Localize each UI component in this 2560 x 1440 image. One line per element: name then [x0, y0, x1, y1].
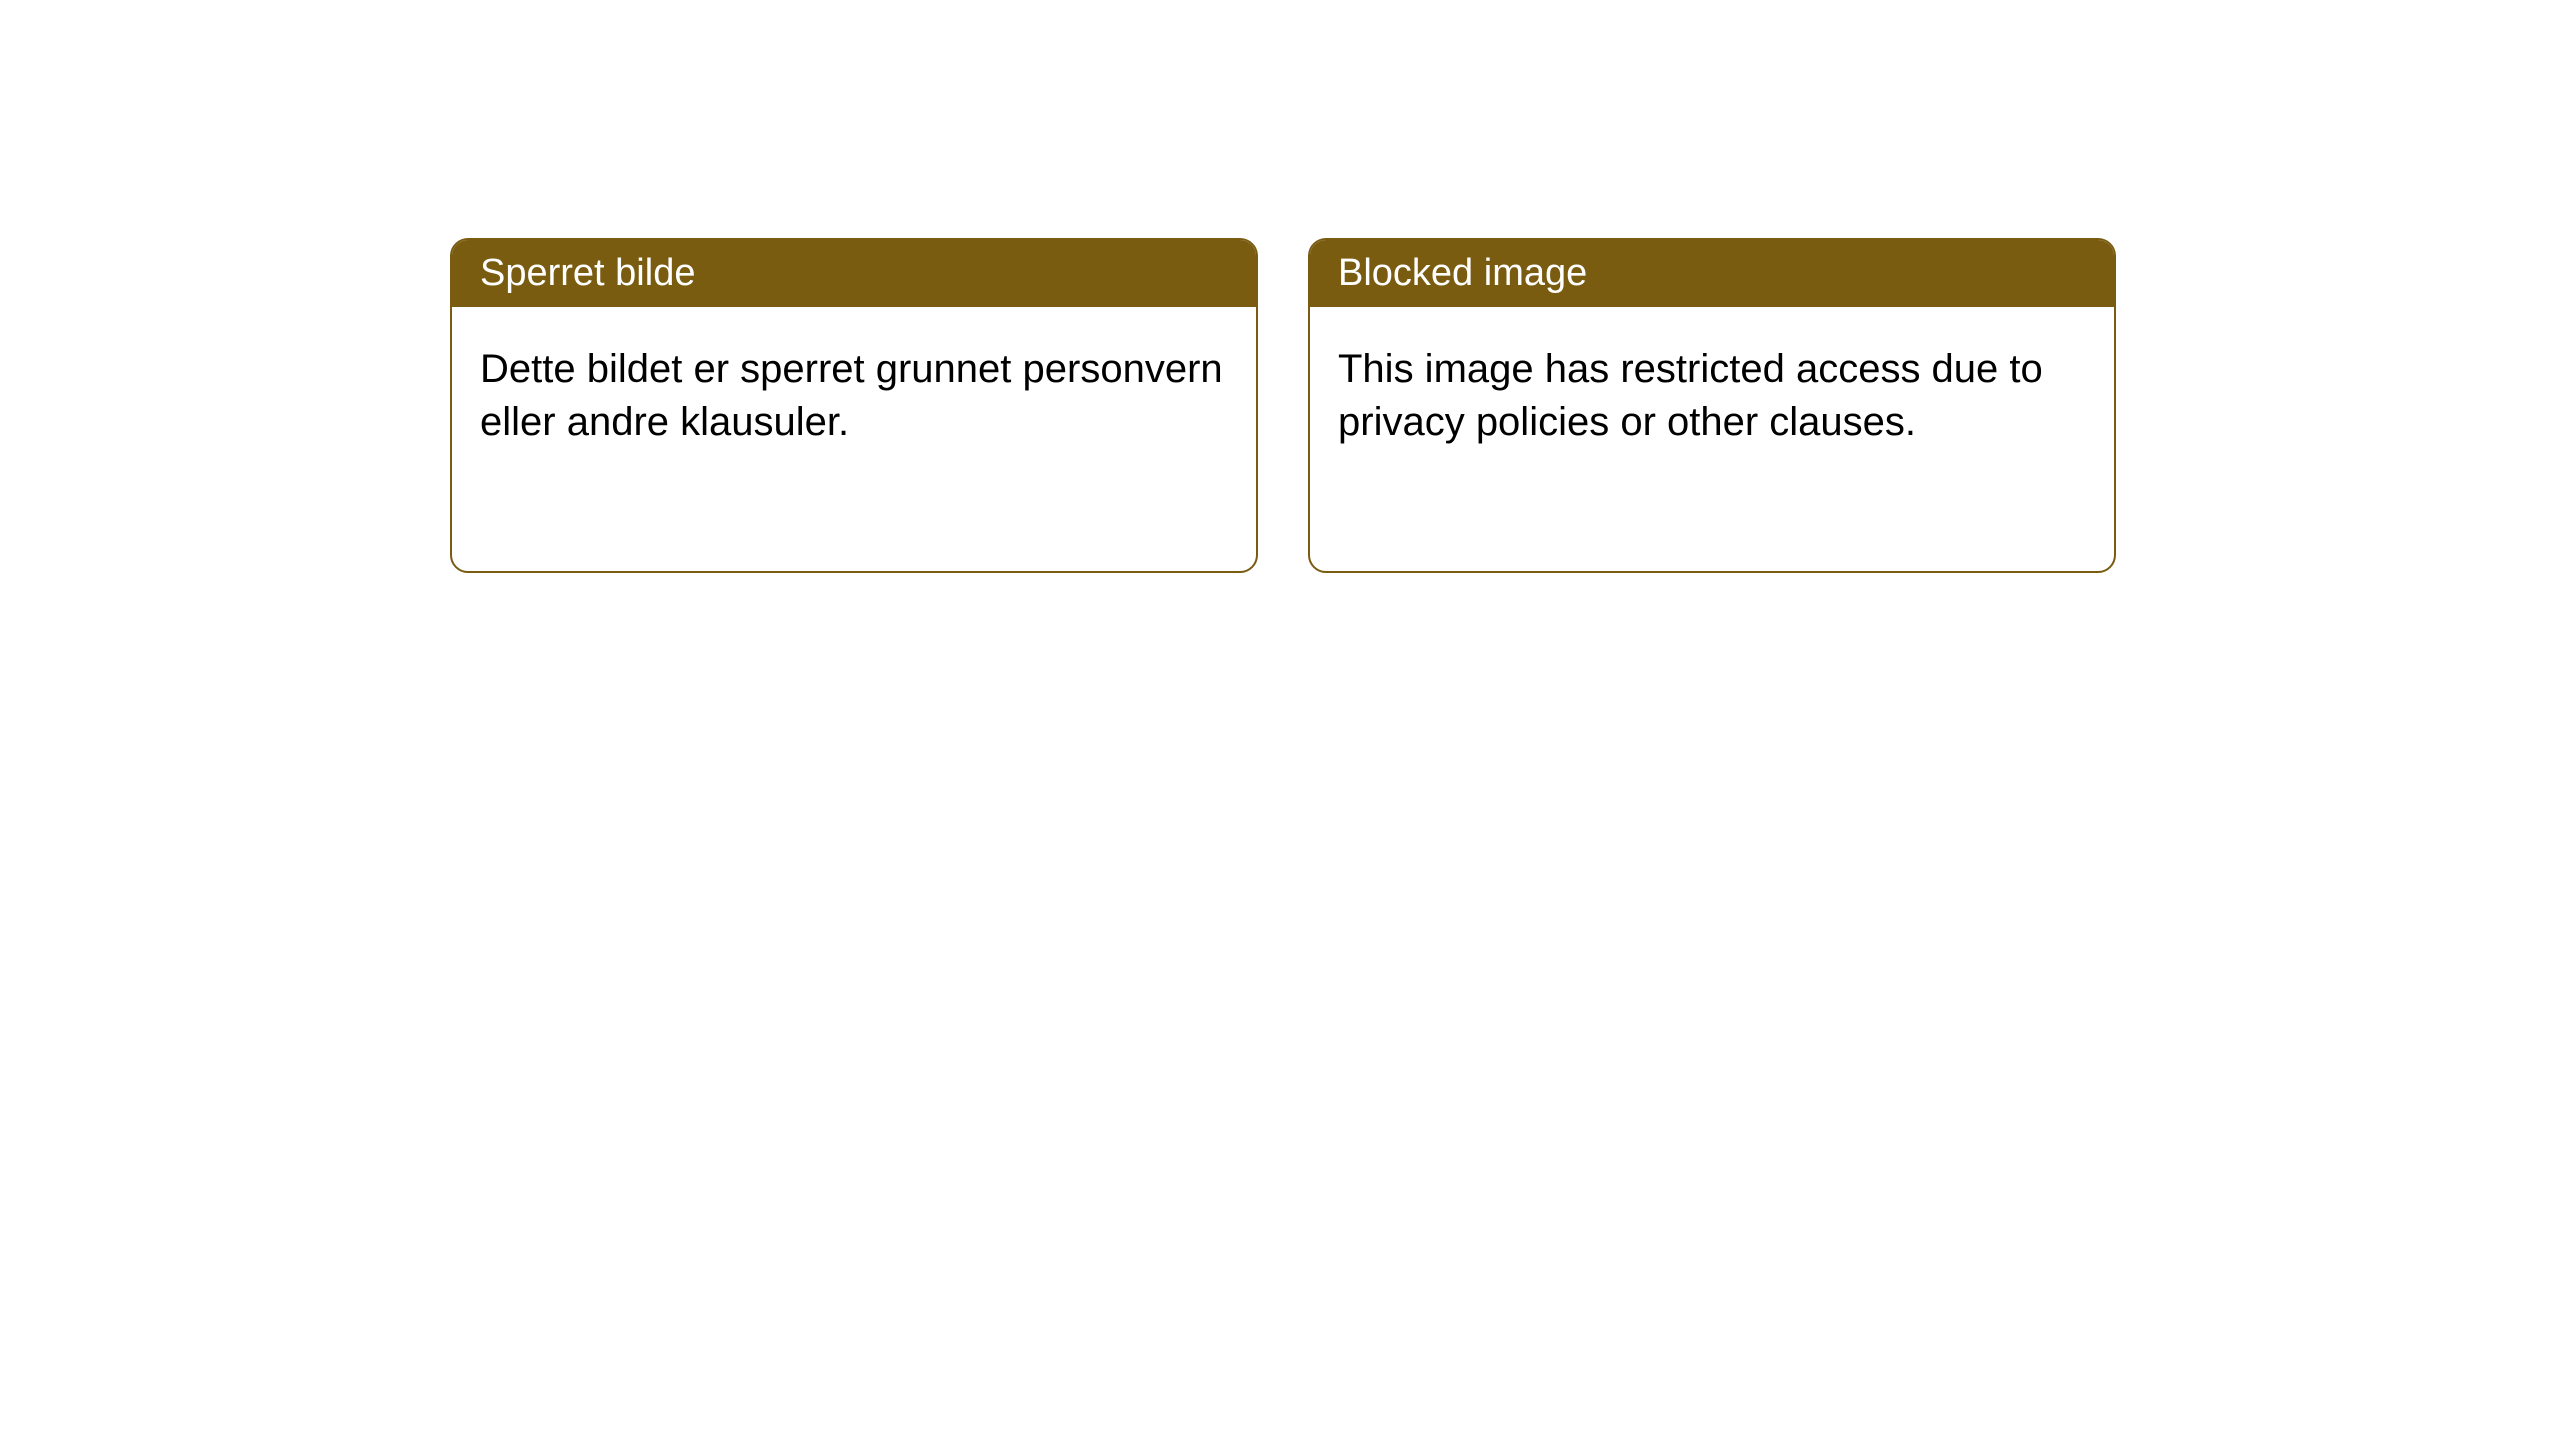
notice-card-norwegian: Sperret bilde Dette bildet er sperret gr…: [450, 238, 1258, 573]
notice-card-title: Sperret bilde: [480, 252, 695, 294]
notice-card-header: Sperret bilde: [452, 240, 1256, 307]
notice-cards-container: Sperret bilde Dette bildet er sperret gr…: [450, 238, 2116, 573]
notice-card-header: Blocked image: [1310, 240, 2114, 307]
notice-card-title: Blocked image: [1338, 252, 1587, 294]
notice-card-body: Dette bildet er sperret grunnet personve…: [452, 307, 1256, 485]
notice-card-message: Dette bildet er sperret grunnet personve…: [480, 347, 1223, 444]
notice-card-body: This image has restricted access due to …: [1310, 307, 2114, 485]
notice-card-english: Blocked image This image has restricted …: [1308, 238, 2116, 573]
notice-card-message: This image has restricted access due to …: [1338, 347, 2043, 444]
